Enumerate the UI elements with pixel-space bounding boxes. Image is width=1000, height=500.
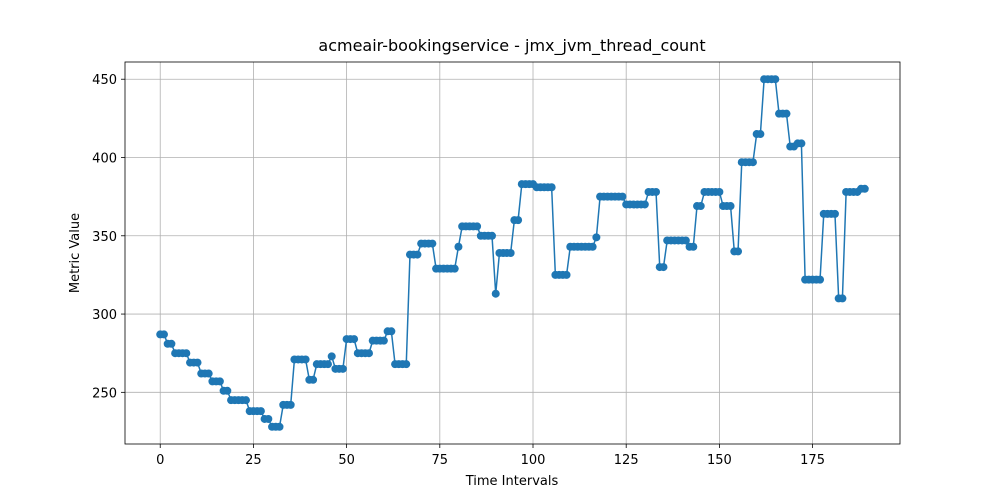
chart-title: acmeair-bookingservice - jmx_jvm_thread_… — [318, 36, 705, 56]
data-point — [514, 216, 523, 225]
data-point — [413, 250, 422, 259]
data-point — [323, 360, 332, 369]
data-point — [681, 236, 690, 245]
data-point — [487, 231, 496, 240]
data-point — [275, 422, 284, 431]
data-point — [838, 294, 847, 303]
data-point — [652, 187, 661, 196]
data-point — [756, 130, 765, 139]
data-point — [618, 192, 627, 201]
y-tick-label: 250 — [92, 386, 117, 401]
data-point — [491, 289, 500, 298]
data-point — [327, 352, 336, 361]
x-tick-label: 75 — [432, 453, 449, 468]
x-tick-label: 0 — [156, 453, 164, 468]
data-point — [782, 109, 791, 118]
data-point — [215, 377, 224, 386]
data-point — [167, 339, 176, 348]
data-point — [193, 358, 202, 367]
data-point — [309, 375, 318, 384]
data-point — [286, 400, 295, 409]
data-point — [715, 187, 724, 196]
y-tick-label: 350 — [92, 230, 117, 245]
data-point — [450, 264, 459, 273]
data-point — [454, 242, 463, 251]
data-point — [696, 202, 705, 211]
y-tick-label: 400 — [92, 152, 117, 167]
x-tick-label: 100 — [521, 453, 546, 468]
data-point — [860, 184, 869, 193]
data-point — [592, 233, 601, 242]
data-point — [659, 263, 668, 272]
axes-frame — [124, 61, 901, 445]
y-axis-label: Metric Value — [68, 213, 83, 293]
data-point — [264, 414, 273, 423]
x-axis-label: Time Intervals — [465, 474, 559, 489]
data-point — [256, 407, 265, 416]
x-tick-label: 175 — [800, 453, 825, 468]
x-tick-label: 25 — [245, 453, 262, 468]
data-point — [734, 247, 743, 256]
data-point — [830, 209, 839, 218]
x-tick-label: 50 — [338, 453, 355, 468]
data-point — [797, 139, 806, 148]
data-point — [547, 183, 556, 192]
data-point — [473, 222, 482, 231]
data-point — [640, 200, 649, 209]
data-point — [338, 364, 347, 373]
data-point — [387, 327, 396, 336]
data-point — [588, 242, 597, 251]
data-point — [402, 360, 411, 369]
data-point — [182, 349, 191, 358]
data-point — [364, 349, 373, 358]
data-point — [301, 355, 310, 364]
data-point — [379, 336, 388, 345]
data-point — [241, 396, 250, 405]
y-tick-label: 300 — [92, 308, 117, 323]
x-tick-label: 125 — [614, 453, 639, 468]
x-tick-label: 150 — [707, 453, 732, 468]
data-point — [689, 242, 698, 251]
data-point — [816, 275, 825, 284]
data-point — [726, 202, 735, 211]
data-point — [771, 75, 780, 84]
data-point — [159, 330, 168, 339]
data-point — [562, 270, 571, 279]
data-point — [223, 386, 232, 395]
data-point — [428, 239, 437, 248]
y-tick-label: 450 — [92, 73, 117, 88]
plot — [156, 75, 869, 431]
data-point — [350, 335, 359, 344]
data-point — [748, 158, 757, 167]
data-point — [204, 369, 213, 378]
data-point — [506, 249, 515, 257]
